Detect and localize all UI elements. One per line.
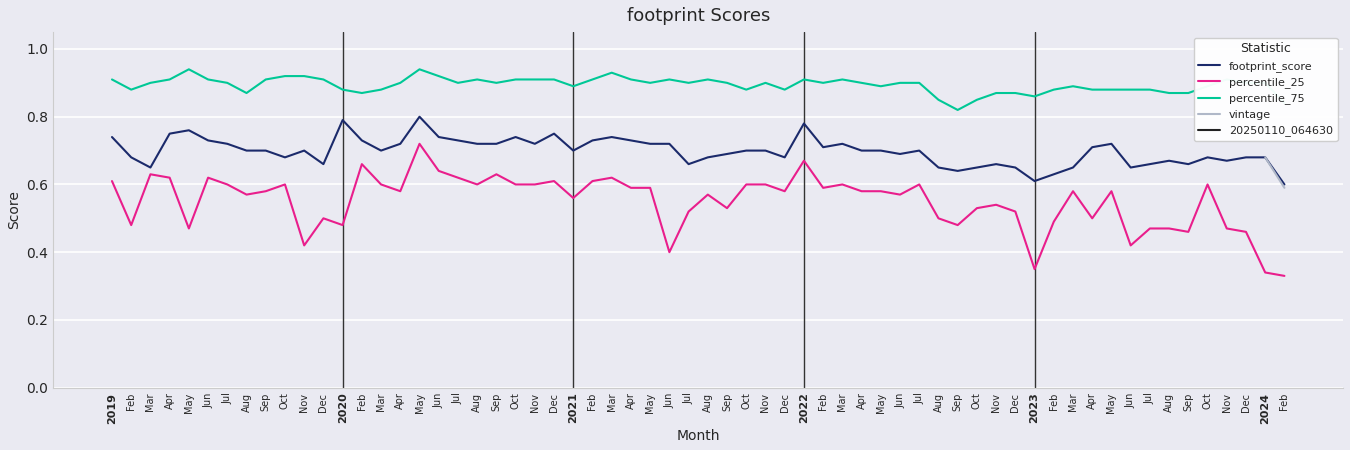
percentile_25 — [699, 192, 716, 197]
vintage — [1276, 185, 1292, 190]
percentile_25 — [431, 168, 447, 174]
percentile_25 — [200, 175, 216, 180]
footprint_score — [200, 138, 216, 143]
footprint_score — [699, 155, 716, 160]
footprint_score — [834, 141, 850, 147]
percentile_25 — [1142, 226, 1158, 231]
footprint_score — [412, 114, 428, 119]
Line: footprint_score: footprint_score — [112, 117, 1284, 184]
percentile_25 — [412, 141, 428, 147]
percentile_75 — [181, 67, 197, 72]
footprint_score — [1142, 162, 1158, 167]
Line: percentile_75: percentile_75 — [112, 69, 1284, 110]
percentile_75 — [1161, 90, 1177, 96]
Y-axis label: Score: Score — [7, 190, 22, 230]
footprint_score — [335, 117, 351, 123]
footprint_score — [431, 135, 447, 140]
percentile_25 — [834, 182, 850, 187]
vintage — [1257, 155, 1273, 160]
Title: footprint Scores: footprint Scores — [626, 7, 769, 25]
percentile_25 — [104, 178, 120, 184]
percentile_75 — [219, 80, 235, 86]
percentile_75 — [431, 73, 447, 79]
Legend: footprint_score, percentile_25, percentile_75, vintage, 20250110_064630: footprint_score, percentile_25, percenti… — [1193, 38, 1338, 141]
percentile_25 — [1276, 273, 1292, 279]
footprint_score — [1276, 182, 1292, 187]
percentile_75 — [699, 77, 716, 82]
Line: vintage: vintage — [1265, 158, 1284, 188]
percentile_75 — [834, 77, 850, 82]
percentile_75 — [949, 107, 965, 112]
percentile_75 — [104, 77, 120, 82]
percentile_75 — [354, 90, 370, 96]
percentile_25 — [335, 222, 351, 228]
Line: percentile_25: percentile_25 — [112, 144, 1284, 276]
footprint_score — [104, 135, 120, 140]
percentile_75 — [1276, 100, 1292, 106]
X-axis label: Month: Month — [676, 429, 720, 443]
